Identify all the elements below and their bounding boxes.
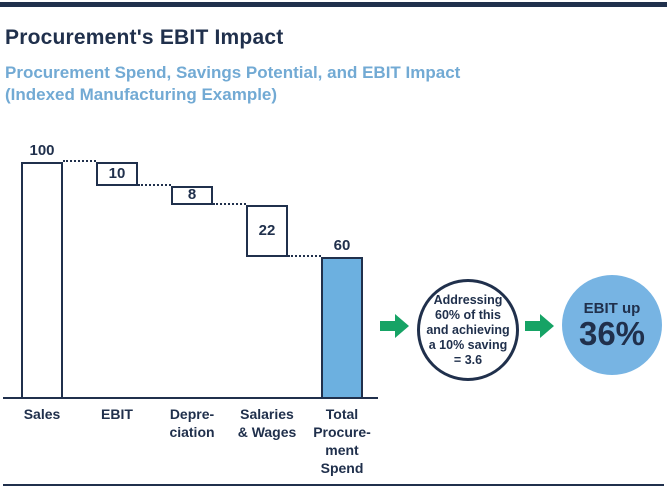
savings-annotation-bubble: Addressing 60% of this and achieving a 1… (417, 279, 519, 381)
dotted-connector (138, 183, 171, 186)
x-axis-line (3, 397, 378, 399)
dotted-connector (213, 202, 246, 205)
ebit-impact-bubble: EBIT up 36% (562, 275, 662, 375)
category-label-salaries-wages: Salaries & Wages (237, 406, 297, 440)
bar-ebit (96, 162, 138, 186)
page-title: Procurement's EBIT Impact (5, 26, 284, 49)
bubble-text-line: = 3.6 (453, 352, 483, 367)
bar-value-label: 8 (187, 186, 197, 204)
bubble-text-line: 60% of this (435, 307, 501, 322)
ebit-percent-value: 36% (578, 314, 646, 352)
category-label-ebit: EBIT (101, 406, 133, 422)
bar-value-label: 10 (108, 164, 126, 182)
bar-total-procurement-spend (321, 256, 363, 399)
bar-salaries-wages (246, 204, 288, 257)
dotted-connector (288, 254, 321, 257)
bar-sales (21, 162, 63, 399)
bar-value-label: 22 (258, 221, 276, 239)
bottom-border-rule (3, 484, 664, 486)
category-label-depreciation: Depre- ciation (169, 406, 215, 440)
bubble-text-line: a 10% saving (428, 337, 508, 352)
bubble-text-line: Addressing (433, 292, 503, 307)
dotted-connector (63, 160, 96, 162)
green-arrow-icon (380, 314, 409, 338)
bubble-text-line: and achieving (426, 322, 510, 337)
bar-depreciation (171, 185, 213, 205)
top-border-rule (0, 2, 667, 7)
subtitle-line-2: (Indexed Manufacturing Example) (5, 85, 278, 104)
bar-value-label: 100 (29, 142, 55, 159)
subtitle-line-1: Procurement Spend, Savings Potential, an… (5, 63, 461, 82)
category-label-total-procurement-spend: Total Procure- ment Spend (313, 406, 371, 476)
green-arrow-icon (525, 314, 554, 338)
category-label-sales: Sales (23, 406, 61, 422)
page-subtitle: Procurement Spend, Savings Potential, an… (5, 62, 460, 106)
bar-value-label: 60 (333, 236, 351, 254)
ebit-up-label: EBIT up (583, 299, 641, 317)
